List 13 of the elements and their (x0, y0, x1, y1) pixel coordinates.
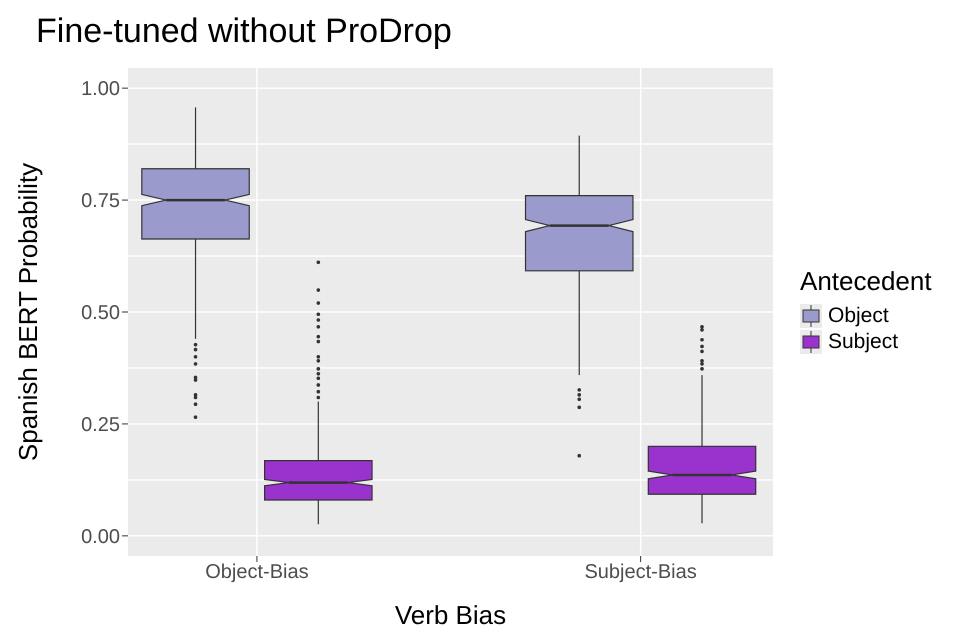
y-tick-label: 0.25 (81, 414, 120, 436)
y-tick-label: 0.00 (81, 526, 120, 548)
legend-label: Subject (828, 330, 898, 354)
y-tick-label: 0.50 (81, 302, 120, 324)
legend-label: Object (828, 304, 889, 328)
y-tick-label: 0.75 (81, 190, 120, 212)
y-tick-label: 1.00 (81, 78, 120, 100)
x-axis-title: Verb Bias (394, 600, 506, 630)
legend-title: Antecedent (800, 266, 932, 297)
y-axis-title: Spanish BERT Probability (13, 162, 44, 462)
chart-title: Fine-tuned without ProDrop (36, 12, 452, 51)
x-tick-label: Object-Bias (205, 561, 309, 584)
x-tick-label: Subject-Bias (584, 561, 697, 584)
